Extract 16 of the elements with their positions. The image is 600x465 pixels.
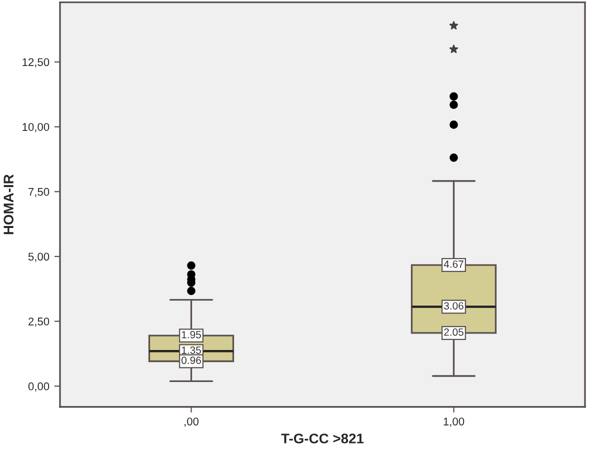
annotation: 3.06 <box>444 302 464 310</box>
y-tick-label: 7,50 <box>28 188 50 198</box>
y-axis-title: HOMA-IR <box>4 174 14 234</box>
x-tick-label: ,00 <box>184 418 199 427</box>
y-tick-label: 0,00 <box>28 382 50 392</box>
annotation: 1.35 <box>182 346 201 354</box>
annotation: 0.96 <box>182 356 201 364</box>
y-tick-label: 2,50 <box>28 318 50 327</box>
x-tick-label: 1,00 <box>444 418 464 427</box>
y-tick-label: 5,00 <box>28 252 50 262</box>
y-tick-label: 12,50 <box>22 58 50 68</box>
annotation: 1.95 <box>182 330 201 338</box>
x-axis-title: T-G-CC >821 <box>281 434 364 444</box>
annotation: 2.05 <box>444 328 464 336</box>
annotation: 4.67 <box>444 260 464 268</box>
y-tick-label: 10,00 <box>22 123 50 132</box>
